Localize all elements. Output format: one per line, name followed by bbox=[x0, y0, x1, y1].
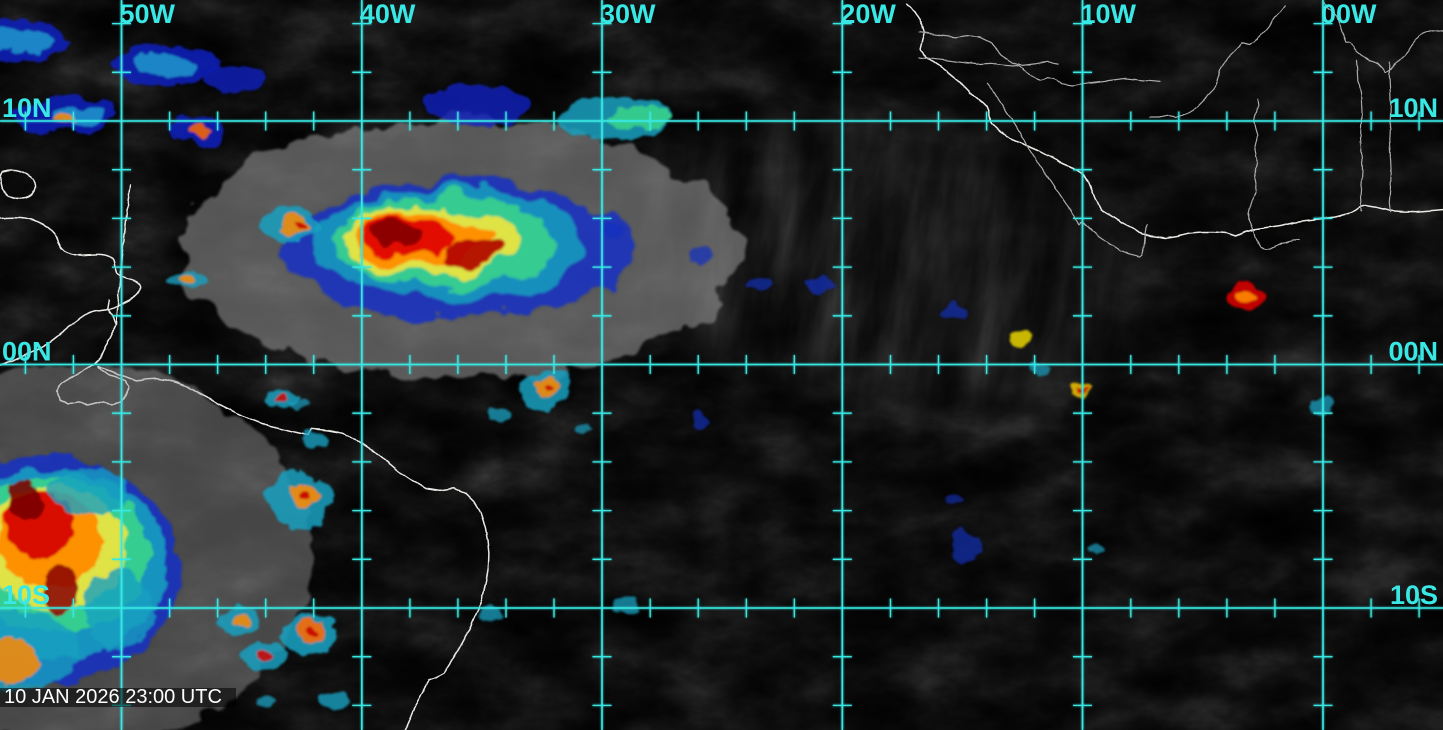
svg-text:10 JAN 2026 23:00 UTC: 10 JAN 2026 23:00 UTC bbox=[4, 686, 222, 708]
